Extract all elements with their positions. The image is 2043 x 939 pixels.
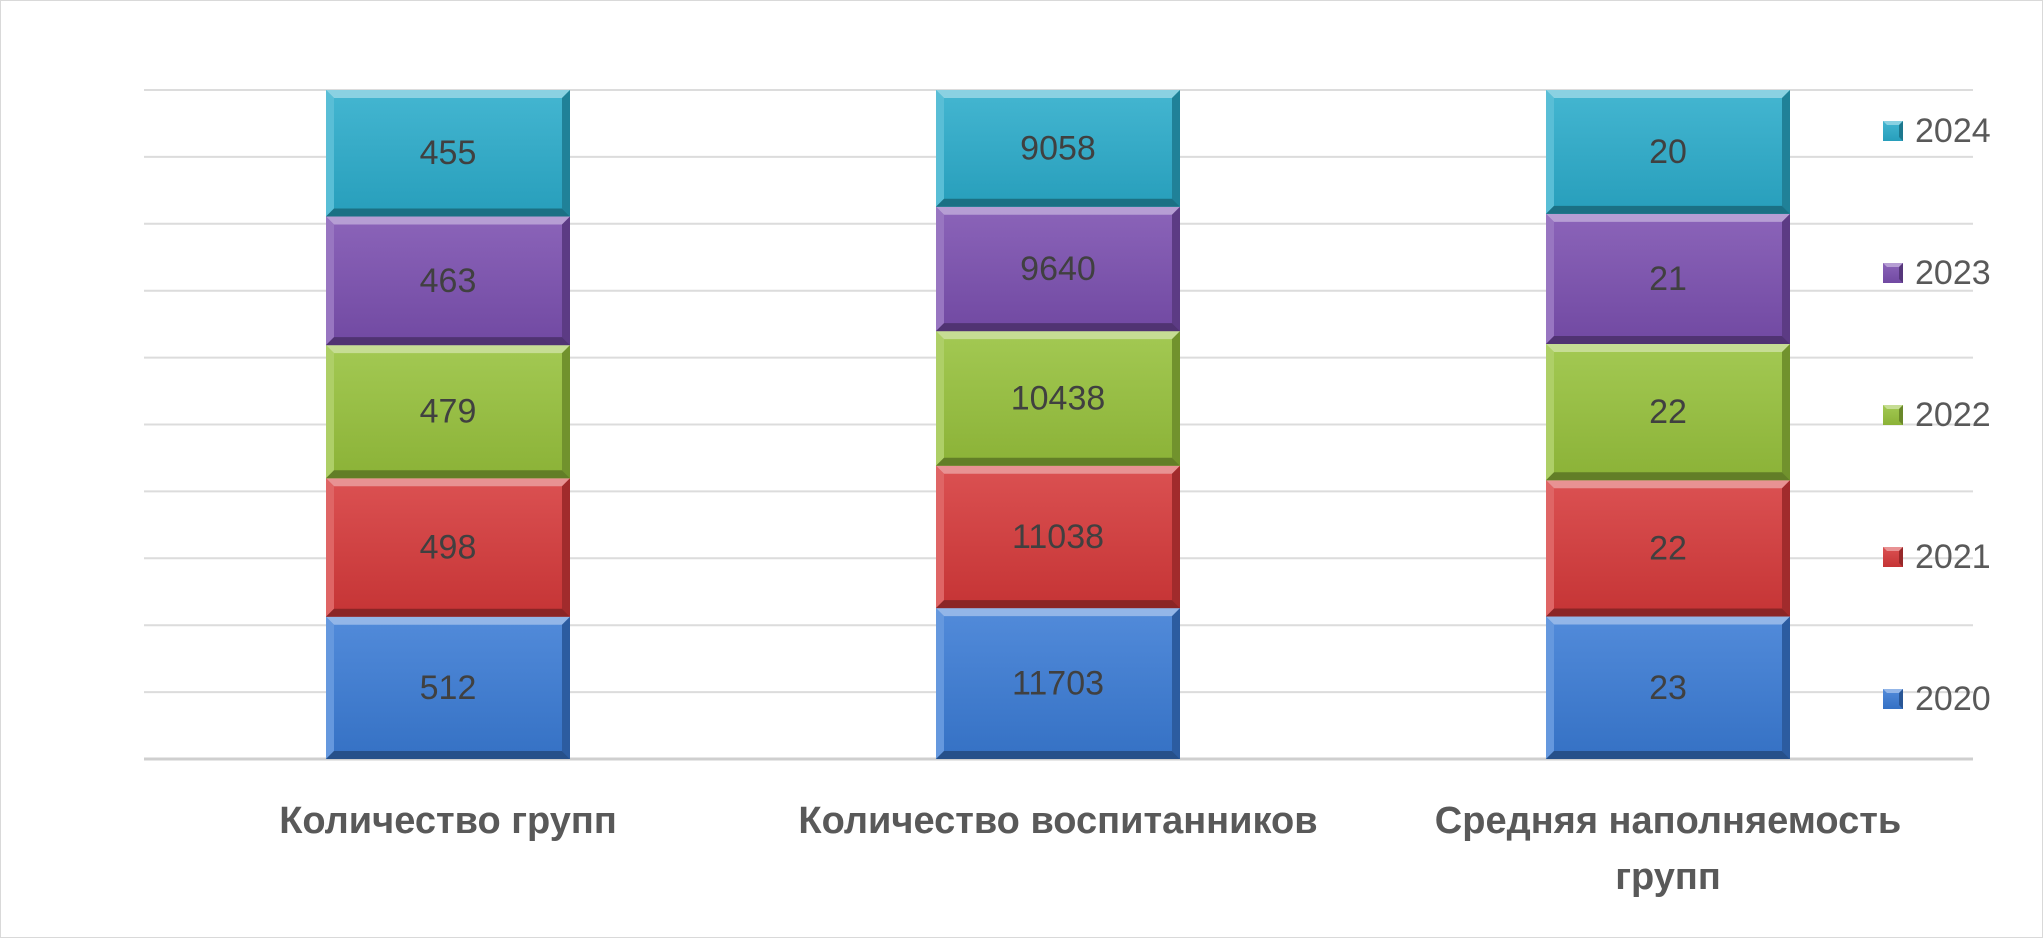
bar-segment (936, 608, 1180, 759)
legend-label: 2022 (1915, 396, 1991, 434)
bar-segment (326, 616, 570, 759)
legend-label: 2021 (1915, 538, 1991, 576)
bar-segment (936, 331, 1180, 466)
legend: 2024 2023 2022 2021 2020 (1883, 112, 1991, 718)
category-label-line: Количество групп (279, 800, 617, 842)
bar-segment (1546, 480, 1790, 617)
data-label: 11038 (1012, 518, 1104, 556)
legend-label: 2024 (1915, 112, 1991, 150)
bar-segment (326, 216, 570, 346)
data-label: 20 (1649, 133, 1687, 171)
data-label: 11703 (1012, 665, 1104, 703)
category-label: Количество групп (279, 800, 617, 842)
legend-label: 2020 (1915, 680, 1991, 718)
bar-segment (936, 465, 1180, 609)
legend-item: 2022 (1883, 396, 1991, 434)
bar-segment (1546, 616, 1790, 759)
category-label: Количество воспитанников (798, 800, 1317, 842)
bar-segment (326, 478, 570, 617)
bar-segment (936, 206, 1180, 332)
data-label: 455 (420, 134, 477, 172)
legend-item: 2023 (1883, 254, 1991, 292)
category-label: Средняя наполняемость групп (1435, 800, 1901, 898)
data-label: 21 (1649, 260, 1687, 298)
data-labels: 512 498 479 463 455 11703 11038 10438 9640 9058 23… (420, 129, 1687, 706)
data-label: 10438 (1011, 379, 1106, 417)
category-label-line: Количество воспитанников (798, 800, 1317, 842)
bar-segment (936, 90, 1180, 207)
bar-segment (1546, 343, 1790, 481)
data-label: 22 (1649, 393, 1687, 431)
data-label: 498 (420, 528, 477, 566)
data-label: 9640 (1020, 250, 1096, 288)
bar-segment (326, 90, 570, 217)
legend-item: 2021 (1883, 538, 1991, 576)
category-label-line: Средняя наполняемость (1435, 800, 1901, 842)
category-label-line: групп (1615, 856, 1721, 898)
data-label: 479 (420, 393, 477, 431)
bar-segment (1546, 213, 1790, 344)
bars (326, 90, 1790, 759)
bar-segment (1546, 90, 1790, 214)
data-label: 23 (1649, 669, 1687, 707)
bar-segment (326, 345, 570, 479)
data-label: 512 (420, 669, 477, 707)
legend-item: 2024 (1883, 112, 1991, 150)
category-labels: Количество групп Количество воспитанников… (279, 800, 1901, 898)
data-label: 9058 (1020, 129, 1096, 167)
data-label: 463 (420, 262, 477, 300)
data-label: 22 (1649, 529, 1687, 567)
legend-label: 2023 (1915, 254, 1991, 292)
legend-item: 2020 (1883, 680, 1991, 718)
